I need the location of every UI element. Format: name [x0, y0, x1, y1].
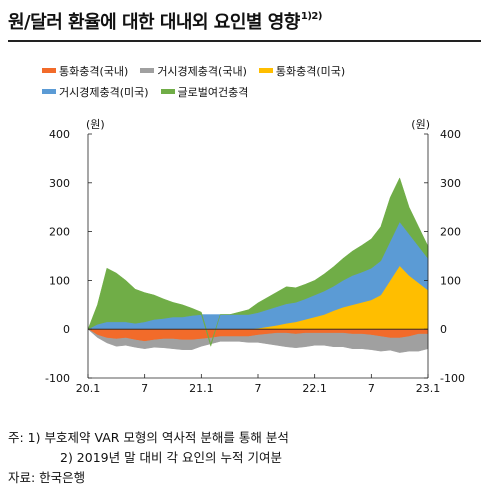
title-divider	[8, 40, 481, 42]
legend-item-macro-us: 거시경제충격(미국)	[42, 84, 149, 100]
y-tick-label-left-5: 400	[49, 128, 70, 141]
legend-swatch-global	[160, 89, 175, 94]
legend-item-global: 글로벌여건충격	[160, 84, 249, 100]
chart-title-text: 원/달러 환율에 대한 대내외 요인별 영향	[8, 12, 300, 33]
x-tick-label-6: 23.1	[416, 382, 441, 395]
y-tick-label-right-4: 300	[440, 177, 461, 190]
source-note: 자료: 한국은행	[8, 470, 86, 485]
y-tick-label-right-1: 0	[440, 323, 447, 336]
title-footnote-marker: 1)2)	[300, 11, 323, 22]
legend-swatch-monetary-domestic	[42, 68, 56, 73]
stacked-area-chart: -100 -100 0 0 100 100 200 200 300 300 400 400 (원) (원)…	[45, 118, 465, 395]
y-unit-right: (원)	[411, 118, 430, 131]
x-tick-label-5: 7	[368, 382, 375, 395]
y-tick-label-right-5: 400	[440, 128, 461, 141]
x-tick-label-3: 7	[255, 382, 262, 395]
legend-swatch-macro-us	[42, 89, 56, 94]
footnotes: 주: 1) 부호제약 VAR 모형의 역사적 분해를 통해 분석 2) 2019…	[8, 428, 289, 488]
y-tick-label-right-0: -100	[440, 372, 465, 385]
y-tick-label-left-2: 100	[49, 274, 70, 287]
y-tick-label-left-3: 200	[49, 226, 70, 239]
legend-label-monetary-domestic: 통화충격(국내)	[59, 64, 129, 78]
x-tick-label-4: 22.1	[302, 382, 327, 395]
chart-title: 원/달러 환율에 대한 대내외 요인별 영향1)2)	[8, 8, 322, 34]
legend-item-monetary-domestic: 통화충격(국내)	[42, 63, 128, 79]
legend-swatch-macro-domestic	[140, 68, 155, 73]
y-tick-label-left-1: 0	[63, 323, 70, 336]
legend-item-macro-domestic: 거시경제충격(국내)	[140, 63, 247, 79]
legend-label-macro-us: 거시경제충격(미국)	[59, 85, 149, 99]
legend-label-macro-domestic: 거시경제충격(국내)	[157, 64, 247, 78]
y-unit-left: (원)	[86, 118, 105, 131]
x-tick-label-2: 21.1	[189, 382, 214, 395]
footnote-1: 주: 1) 부호제약 VAR 모형의 역사적 분해를 통해 분석	[8, 430, 289, 445]
legend-item-monetary-us: 통화충격(미국)	[258, 63, 346, 79]
legend-row-2: 거시경제충격(미국) 글로벌여건충격	[42, 81, 462, 102]
legend-row-1: 통화충격(국내) 거시경제충격(국내) 통화충격(미국)	[42, 60, 462, 81]
x-tick-label-0: 20.1	[76, 382, 101, 395]
y-tick-label-right-3: 200	[440, 226, 461, 239]
x-tick-label-1: 7	[141, 382, 148, 395]
y-tick-label-right-2: 100	[440, 274, 461, 287]
legend-swatch-monetary-us	[258, 68, 273, 73]
y-tick-label-left-0: -100	[45, 372, 70, 385]
legend-label-global: 글로벌여건충격	[177, 85, 249, 99]
legend: 통화충격(국내) 거시경제충격(국내) 통화충격(미국) 거시경제충격(미국) …	[42, 60, 462, 102]
footnote-2: 2) 2019년 말 대비 각 요인의 누적 기여분	[60, 450, 282, 465]
legend-label-monetary-us: 통화충격(미국)	[275, 64, 346, 78]
y-tick-label-left-4: 300	[49, 177, 70, 190]
